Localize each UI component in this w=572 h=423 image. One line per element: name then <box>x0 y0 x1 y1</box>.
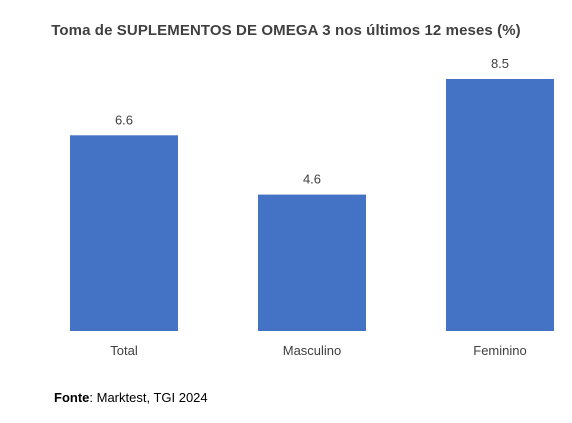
data-labels-layer: 6.6 4.6 8.5 <box>115 56 509 187</box>
category-labels-layer: Total Masculino Feminino <box>110 343 526 358</box>
category-label-feminino: Feminino <box>473 343 526 358</box>
source-text: : Marktest, TGI 2024 <box>89 390 208 405</box>
bar-masculino <box>258 194 366 331</box>
category-label-masculino: Masculino <box>283 343 342 358</box>
bars-layer <box>70 79 554 331</box>
chart-title: Toma de SUPLEMENTOS DE OMEGA 3 nos últim… <box>51 22 521 39</box>
data-label-total: 6.6 <box>115 112 133 127</box>
source-note: Fonte: Marktest, TGI 2024 <box>54 390 208 405</box>
category-label-total: Total <box>110 343 138 358</box>
data-label-feminino: 8.5 <box>491 56 509 71</box>
source-prefix: Fonte <box>54 390 90 405</box>
data-label-masculino: 4.6 <box>303 172 321 187</box>
bar-feminino <box>446 79 554 331</box>
bar-total <box>70 135 178 331</box>
